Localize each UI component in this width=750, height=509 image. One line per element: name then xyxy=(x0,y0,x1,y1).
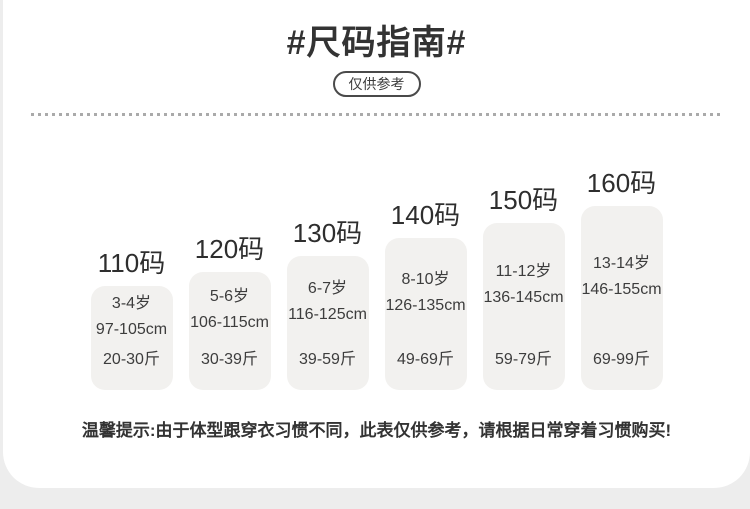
age-range: 3-4岁 xyxy=(111,294,152,312)
weight-range: 59-79斤 xyxy=(495,351,552,368)
size-column-130: 130码 6-7岁 116-125cm 39-59斤 xyxy=(286,216,369,390)
age-range: 6-7岁 xyxy=(307,279,348,297)
bar-info: 3-4岁 97-105cm xyxy=(91,286,173,347)
size-label: 140码 xyxy=(390,200,461,230)
size-bar: 5-6岁 106-115cm 30-39斤 xyxy=(188,272,271,390)
size-column-150: 150码 11-12岁 136-145cm 59-79斤 xyxy=(482,183,565,390)
height-range: 116-125cm xyxy=(288,305,367,323)
size-column-160: 160码 13-14岁 146-155cm 69-99斤 xyxy=(580,166,663,390)
height-range: 146-155cm xyxy=(581,280,662,298)
reference-badge: 仅供参考 xyxy=(332,71,421,97)
size-column-110: 110码 3-4岁 97-105cm 20-30斤 xyxy=(90,246,173,390)
size-column-120: 120码 5-6岁 106-115cm 30-39斤 xyxy=(188,232,271,390)
size-label: 150码 xyxy=(488,185,559,215)
size-bar: 3-4岁 97-105cm 20-30斤 xyxy=(90,286,173,390)
bar-info: 5-6岁 106-115cm xyxy=(189,272,271,347)
weight-range: 69-99斤 xyxy=(593,351,650,368)
page-title: #尺码指南# xyxy=(286,24,467,62)
weight-range: 39-59斤 xyxy=(299,351,356,368)
size-bar: 8-10岁 126-135cm 49-69斤 xyxy=(384,238,467,390)
size-chart: 110码 3-4岁 97-105cm 20-30斤 120码 5-6岁 106-… xyxy=(3,116,750,390)
size-bar: 6-7岁 116-125cm 39-59斤 xyxy=(286,256,369,390)
footer-note: 温馨提示:由于体型跟穿衣习惯不同，此表仅供参考，请根据日常穿着习惯购买! xyxy=(81,421,672,440)
age-range: 5-6岁 xyxy=(209,287,250,305)
weight-range: 30-39斤 xyxy=(201,351,258,368)
height-range: 97-105cm xyxy=(95,320,168,338)
age-range: 11-12岁 xyxy=(495,263,552,280)
size-bar: 11-12岁 136-145cm 59-79斤 xyxy=(482,223,565,390)
bar-info: 13-14岁 146-155cm xyxy=(581,206,663,347)
bar-info: 11-12岁 136-145cm xyxy=(483,223,565,347)
size-label: 130码 xyxy=(292,218,363,248)
age-range: 8-10岁 xyxy=(401,270,450,288)
size-column-140: 140码 8-10岁 126-135cm 49-69斤 xyxy=(384,198,467,390)
height-range: 106-115cm xyxy=(190,313,269,331)
size-label: 120码 xyxy=(194,234,265,264)
weight-range: 49-69斤 xyxy=(397,351,454,368)
size-label: 110码 xyxy=(97,248,166,278)
weight-range: 20-30斤 xyxy=(103,351,160,368)
size-label: 160码 xyxy=(586,168,657,198)
height-range: 126-135cm xyxy=(385,296,466,314)
dotted-divider xyxy=(31,113,720,116)
header: #尺码指南# 仅供参考 xyxy=(3,0,750,97)
age-range: 13-14岁 xyxy=(593,254,650,272)
content-card: #尺码指南# 仅供参考 110码 3-4岁 97-105cm 20-30斤 12… xyxy=(3,0,750,488)
bar-info: 6-7岁 116-125cm xyxy=(287,256,369,347)
bar-info: 8-10岁 126-135cm xyxy=(385,238,467,347)
size-bar: 13-14岁 146-155cm 69-99斤 xyxy=(580,206,663,390)
height-range: 136-145cm xyxy=(483,289,564,306)
